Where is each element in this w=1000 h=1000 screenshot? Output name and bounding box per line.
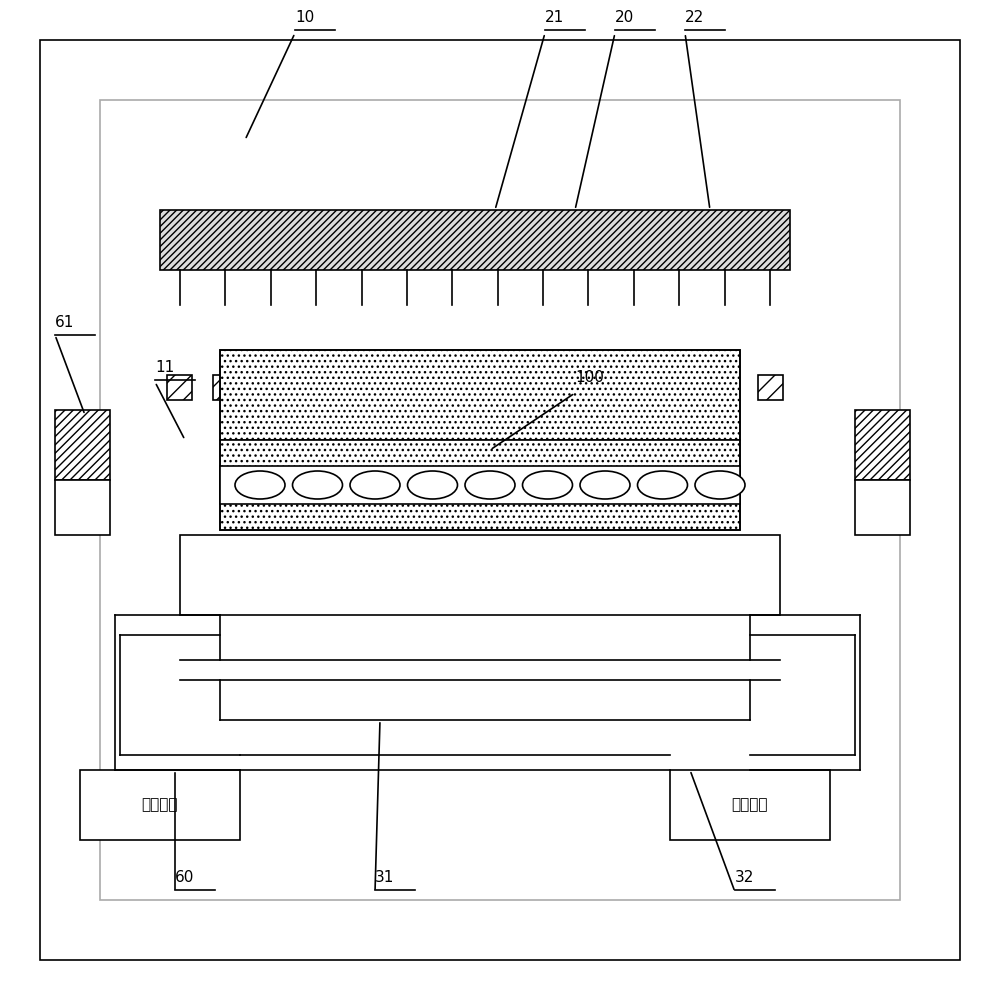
- Text: 11: 11: [155, 360, 174, 375]
- Text: 10: 10: [295, 10, 314, 25]
- Bar: [855, 410, 910, 480]
- Bar: [670, 770, 830, 840]
- Bar: [100, 100, 900, 900]
- Text: 100: 100: [575, 370, 604, 385]
- Bar: [55, 480, 110, 535]
- Bar: [304, 375, 329, 400]
- Text: 电源模块: 电源模块: [142, 798, 178, 812]
- Text: 31: 31: [375, 870, 394, 885]
- Text: 20: 20: [615, 10, 634, 25]
- Bar: [220, 350, 740, 530]
- Text: 导电液泵: 导电液泵: [732, 798, 768, 812]
- Bar: [180, 535, 780, 615]
- Bar: [258, 375, 283, 400]
- Ellipse shape: [465, 471, 515, 499]
- Bar: [758, 375, 783, 400]
- Bar: [855, 480, 910, 535]
- Ellipse shape: [638, 471, 688, 499]
- Bar: [80, 770, 240, 840]
- Ellipse shape: [522, 471, 572, 499]
- Ellipse shape: [350, 471, 400, 499]
- Text: 60: 60: [175, 870, 194, 885]
- Bar: [213, 375, 238, 400]
- Bar: [220, 466, 740, 504]
- Bar: [220, 440, 740, 530]
- Ellipse shape: [695, 471, 745, 499]
- Text: 22: 22: [685, 10, 704, 25]
- Bar: [55, 410, 110, 480]
- Ellipse shape: [292, 471, 342, 499]
- Bar: [485, 375, 510, 400]
- Bar: [394, 375, 419, 400]
- Bar: [349, 375, 374, 400]
- Bar: [160, 210, 790, 270]
- Bar: [576, 375, 601, 400]
- Text: 61: 61: [55, 315, 74, 330]
- Ellipse shape: [580, 471, 630, 499]
- Text: 32: 32: [735, 870, 754, 885]
- Ellipse shape: [235, 471, 285, 499]
- Ellipse shape: [408, 471, 458, 499]
- Bar: [440, 375, 465, 400]
- Bar: [220, 350, 740, 440]
- Bar: [621, 375, 646, 400]
- Bar: [712, 375, 737, 400]
- Bar: [167, 375, 192, 400]
- Bar: [531, 375, 556, 400]
- Bar: [667, 375, 692, 400]
- Text: 21: 21: [545, 10, 564, 25]
